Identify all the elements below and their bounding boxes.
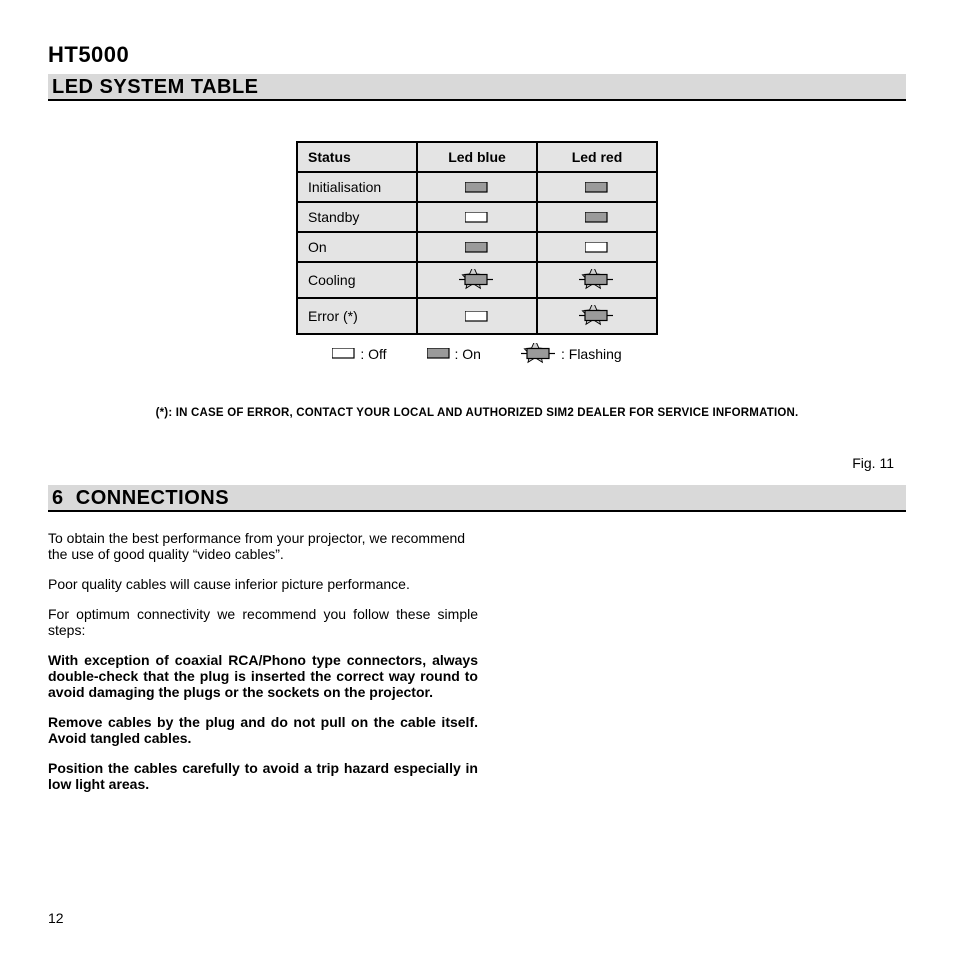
table-header-row: Status Led blue Led red bbox=[297, 142, 657, 172]
col-status: Status bbox=[297, 142, 417, 172]
legend-item: : On bbox=[427, 343, 481, 365]
error-footnote: (*): IN CASE OF ERROR, CONTACT YOUR LOCA… bbox=[48, 407, 906, 419]
legend-item: : Off bbox=[332, 343, 386, 365]
connections-p4: With exception of coaxial RCA/Phono type… bbox=[48, 652, 478, 700]
connections-p1: To obtain the best performance from your… bbox=[48, 530, 478, 562]
section-number: 6 bbox=[52, 487, 64, 509]
page-number: 12 bbox=[48, 910, 64, 926]
led-red-cell bbox=[537, 202, 657, 232]
led-blue-cell bbox=[417, 202, 537, 232]
table-row: Initialisation bbox=[297, 172, 657, 202]
led-red-cell bbox=[537, 262, 657, 298]
legend-item: : Flashing bbox=[521, 343, 622, 365]
connections-p3: For optimum connectivity we recommend yo… bbox=[48, 606, 478, 638]
table-row: On bbox=[297, 232, 657, 262]
status-cell: On bbox=[297, 232, 417, 262]
led-blue-cell bbox=[417, 172, 537, 202]
status-cell: Standby bbox=[297, 202, 417, 232]
status-cell: Cooling bbox=[297, 262, 417, 298]
table-row: Standby bbox=[297, 202, 657, 232]
col-led-blue: Led blue bbox=[417, 142, 537, 172]
connections-p6: Position the cables carefully to avoid a… bbox=[48, 760, 478, 792]
led-blue-cell bbox=[417, 298, 537, 334]
connections-p5: Remove cables by the plug and do not pul… bbox=[48, 714, 478, 746]
legend-label: : On bbox=[455, 346, 481, 362]
status-cell: Initialisation bbox=[297, 172, 417, 202]
legend: : Off : On : Flashing bbox=[48, 343, 906, 365]
led-red-cell bbox=[537, 172, 657, 202]
product-name: HT5000 bbox=[48, 42, 906, 68]
table-row: Cooling bbox=[297, 262, 657, 298]
led-blue-cell bbox=[417, 232, 537, 262]
section-led-table: LED SYSTEM TABLE bbox=[48, 74, 906, 101]
section-connections: 6 CONNECTIONS bbox=[48, 485, 906, 512]
legend-label: : Off bbox=[360, 346, 386, 362]
led-table: Status Led blue Led red InitialisationSt… bbox=[296, 141, 658, 335]
led-blue-cell bbox=[417, 262, 537, 298]
led-table-wrap: Status Led blue Led red InitialisationSt… bbox=[48, 141, 906, 335]
section-title: CONNECTIONS bbox=[76, 487, 229, 509]
led-red-cell bbox=[537, 298, 657, 334]
led-red-cell bbox=[537, 232, 657, 262]
table-row: Error (*) bbox=[297, 298, 657, 334]
legend-label: : Flashing bbox=[561, 346, 622, 362]
connections-p2: Poor quality cables will cause inferior … bbox=[48, 576, 478, 592]
status-cell: Error (*) bbox=[297, 298, 417, 334]
figure-label: Fig. 11 bbox=[48, 455, 906, 471]
col-led-red: Led red bbox=[537, 142, 657, 172]
